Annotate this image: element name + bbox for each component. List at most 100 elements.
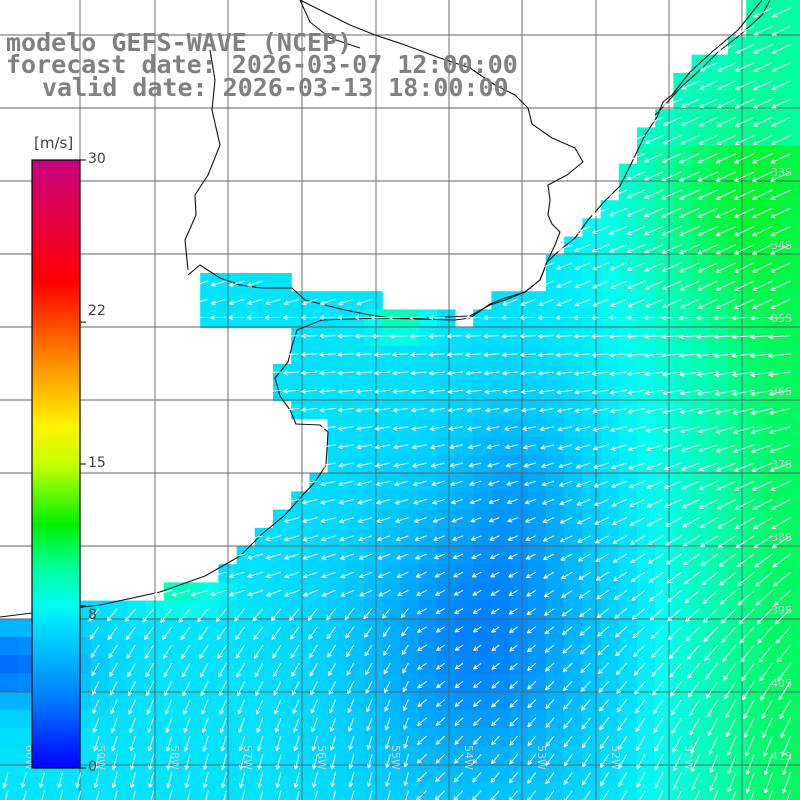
wind-arrow (732, 407, 755, 415)
lon-label: 54W (462, 745, 475, 770)
wind-arrow (2, 772, 9, 789)
wind-cell (382, 600, 401, 620)
wind-cell (436, 546, 456, 565)
wind-cell (327, 455, 347, 474)
wind-arrow (578, 589, 591, 599)
wind-cell (546, 491, 565, 511)
wind-cell (509, 655, 529, 674)
wind-arrow (627, 280, 646, 290)
wind-cell (455, 527, 474, 547)
wind-arrow (465, 315, 482, 321)
wind-arrow (664, 517, 682, 527)
wind-arrow (165, 735, 173, 752)
wind-cell (418, 673, 438, 693)
wind-arrow (734, 134, 755, 145)
wind-cell (527, 600, 547, 620)
wind-cell (127, 618, 147, 638)
lat-label: 35S (771, 312, 792, 325)
wind-arrow (473, 662, 482, 670)
wind-arrow (679, 225, 700, 236)
wind-cell (582, 691, 602, 711)
wind-arrow (384, 681, 391, 693)
wind-cell (200, 746, 219, 765)
wind-arrow (733, 171, 755, 182)
wind-arrow (667, 608, 682, 622)
wind-arrows (2, 7, 792, 800)
wind-arrow (644, 244, 664, 254)
wind-cell (527, 655, 547, 674)
wind-arrow (753, 62, 773, 72)
wind-arrow (467, 426, 482, 431)
wind-arrow (110, 717, 118, 733)
wind-arrow (669, 662, 682, 678)
wind-arrow (238, 735, 246, 752)
wind-cell (291, 546, 310, 565)
wind-cell (673, 127, 693, 147)
wind-cell (254, 691, 274, 711)
wind-arrow (648, 571, 664, 583)
wind-arrow (192, 280, 209, 287)
wind-arrow (301, 352, 318, 357)
wind-cell (473, 728, 492, 747)
wind-arrow (355, 333, 373, 339)
colorbar-unit: [m/s] (34, 134, 74, 152)
wind-cell (364, 527, 383, 547)
wind-cell (400, 691, 420, 711)
wind-cell (491, 455, 511, 474)
wind-cell (527, 618, 547, 638)
wind-arrow (681, 80, 700, 90)
wind-arrow (615, 662, 628, 675)
wind-arrow (662, 389, 682, 396)
wind-arrow (592, 280, 609, 289)
wind-arrow (698, 444, 718, 453)
wind-arrow (355, 370, 373, 376)
wind-arrow (124, 608, 136, 622)
wind-cell (582, 764, 602, 784)
wind-cell (637, 200, 656, 219)
wind-cell (509, 709, 529, 729)
wind-arrow (228, 315, 245, 320)
wind-arrow (401, 626, 409, 637)
wind-arrow (631, 590, 646, 601)
wind-arrow (681, 480, 700, 490)
wind-cell (109, 782, 128, 800)
wind-arrow (147, 717, 155, 734)
wind-cell (527, 455, 547, 474)
wind-arrow (745, 754, 755, 775)
wind-cell (546, 327, 565, 347)
wind-arrow (109, 662, 118, 677)
wind-cell (72, 764, 92, 784)
wind-arrow (733, 262, 755, 273)
wind-arrow (573, 352, 591, 358)
wind-cell (637, 691, 656, 711)
wind-cell (582, 291, 602, 310)
wind-arrow (750, 790, 755, 800)
wind-arrow (394, 480, 409, 487)
wind-cell (382, 400, 401, 420)
wind-arrow (435, 626, 446, 633)
wind-cell (782, 564, 800, 583)
wind-cell (345, 436, 365, 456)
wind-cell (618, 637, 638, 656)
wind-cell (709, 400, 729, 420)
wind-arrow (264, 315, 282, 320)
wind-arrow (555, 315, 573, 321)
wind-cell (418, 655, 438, 674)
valid-date: valid date: 2026-03-13 18:00:00 (42, 73, 509, 102)
wind-arrow (648, 590, 664, 602)
wind-cell (637, 709, 656, 729)
wind-cell (163, 600, 183, 620)
wind-arrow (541, 462, 555, 468)
wind-arrow (627, 371, 646, 377)
wind-cell (364, 291, 383, 310)
wind-cell (163, 582, 183, 602)
wind-cell (291, 491, 310, 511)
wind-arrow (545, 772, 555, 785)
wind-arrow (661, 262, 682, 272)
wind-arrow (435, 699, 446, 707)
wind-arrow (609, 389, 627, 395)
wind-arrow (220, 772, 227, 789)
wind-cell (491, 400, 511, 420)
wind-cell (618, 618, 638, 638)
wind-cell (637, 273, 656, 292)
